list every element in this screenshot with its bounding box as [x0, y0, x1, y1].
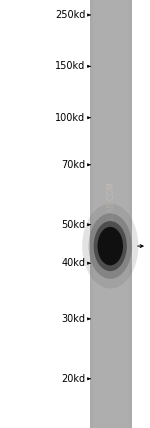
Text: 30kd: 30kd: [61, 314, 85, 324]
Ellipse shape: [98, 227, 123, 265]
Text: 40kd: 40kd: [61, 258, 85, 268]
Text: 70kd: 70kd: [61, 160, 85, 170]
Ellipse shape: [88, 214, 132, 279]
Text: 250kd: 250kd: [55, 10, 85, 20]
Bar: [90, 0, 132, 428]
Ellipse shape: [82, 204, 138, 288]
Text: 150kd: 150kd: [55, 61, 85, 71]
Ellipse shape: [94, 221, 127, 271]
Text: 50kd: 50kd: [61, 220, 85, 230]
Text: 100kd: 100kd: [55, 113, 86, 123]
Text: www.TGLAB.COM: www.TGLAB.COM: [106, 181, 116, 247]
Text: 20kd: 20kd: [61, 374, 85, 384]
Bar: [93, 0, 129, 428]
